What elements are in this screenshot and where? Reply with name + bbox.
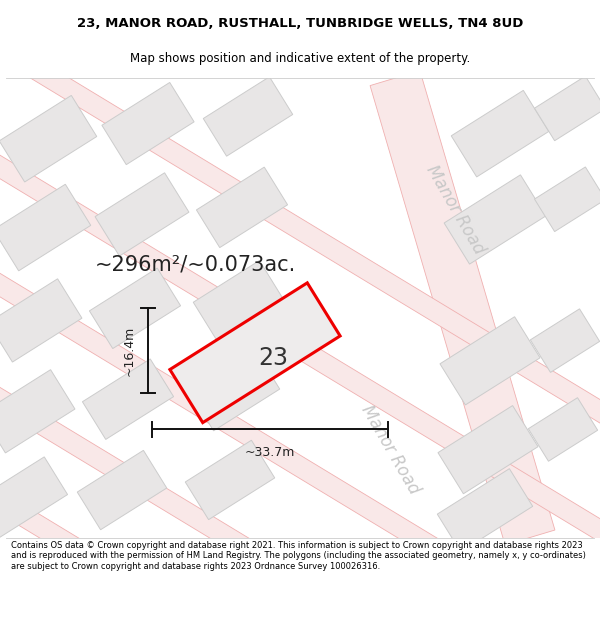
Polygon shape xyxy=(535,167,600,232)
Text: Contains OS data © Crown copyright and database right 2021. This information is : Contains OS data © Crown copyright and d… xyxy=(11,541,586,571)
Polygon shape xyxy=(203,77,293,156)
Polygon shape xyxy=(444,175,546,264)
Text: Manor Road: Manor Road xyxy=(357,402,423,498)
Text: ~16.4m: ~16.4m xyxy=(123,326,136,376)
Polygon shape xyxy=(95,173,189,256)
Text: 23: 23 xyxy=(258,346,288,370)
Polygon shape xyxy=(530,309,599,372)
Polygon shape xyxy=(0,184,91,271)
Text: ~296m²/~0.073ac.: ~296m²/~0.073ac. xyxy=(94,255,296,275)
Polygon shape xyxy=(451,91,549,177)
Polygon shape xyxy=(0,384,600,625)
Polygon shape xyxy=(77,451,167,530)
Polygon shape xyxy=(0,457,68,538)
Polygon shape xyxy=(82,359,173,439)
Polygon shape xyxy=(185,440,275,519)
Polygon shape xyxy=(535,76,600,141)
Polygon shape xyxy=(440,317,540,405)
Polygon shape xyxy=(0,279,82,362)
Polygon shape xyxy=(0,96,97,182)
Polygon shape xyxy=(0,33,600,426)
Polygon shape xyxy=(438,406,538,494)
Polygon shape xyxy=(0,271,600,625)
Polygon shape xyxy=(370,71,555,545)
Text: 23, MANOR ROAD, RUSTHALL, TUNBRIDGE WELLS, TN4 8UD: 23, MANOR ROAD, RUSTHALL, TUNBRIDGE WELL… xyxy=(77,17,523,30)
Polygon shape xyxy=(437,469,533,552)
Polygon shape xyxy=(0,488,600,625)
Polygon shape xyxy=(0,152,600,545)
Text: ~33.7m: ~33.7m xyxy=(245,446,295,459)
Text: Map shows position and indicative extent of the property.: Map shows position and indicative extent… xyxy=(130,52,470,65)
Polygon shape xyxy=(170,283,340,422)
Polygon shape xyxy=(193,261,283,340)
Text: Manor Road: Manor Road xyxy=(422,162,488,257)
Polygon shape xyxy=(529,398,598,461)
Polygon shape xyxy=(0,369,75,453)
Polygon shape xyxy=(89,268,181,349)
Polygon shape xyxy=(196,167,287,248)
Polygon shape xyxy=(102,82,194,164)
Polygon shape xyxy=(190,351,280,431)
